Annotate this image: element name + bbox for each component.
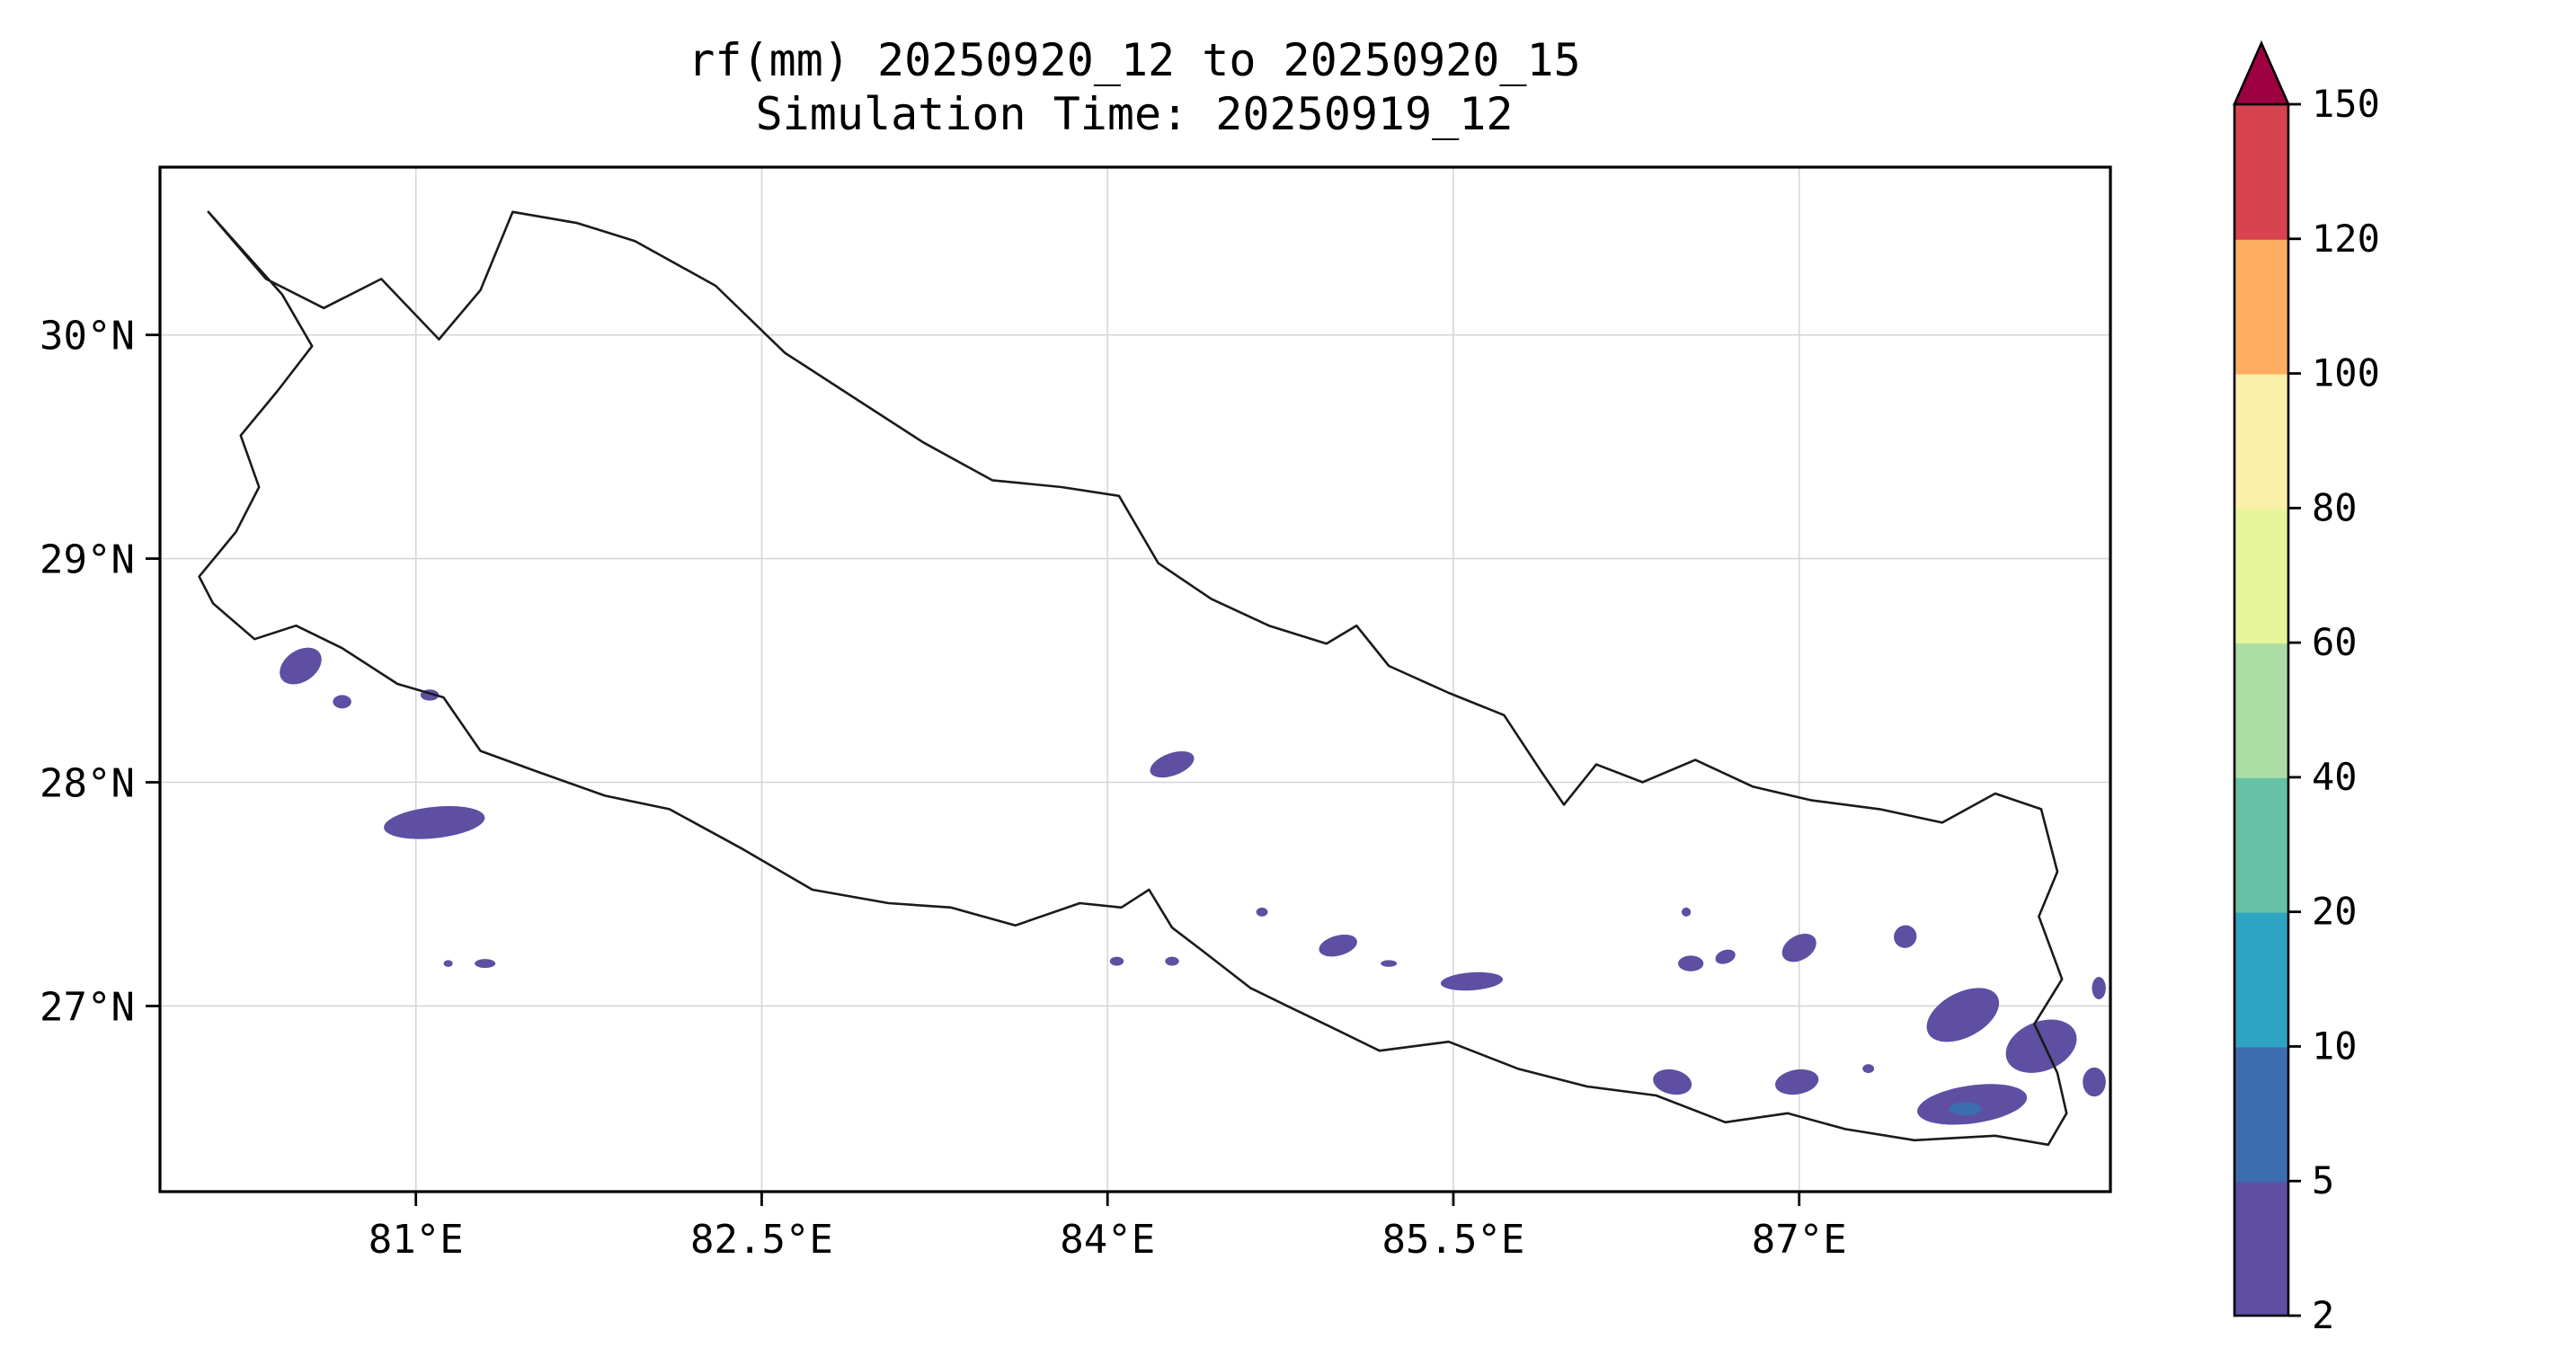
rain-patch	[384, 805, 485, 839]
x-axis-tick-label: 82.5°E	[690, 1217, 833, 1263]
colorbar-tick-label: 40	[2312, 755, 2358, 799]
rain-patch	[1926, 988, 2000, 1042]
rain-patch	[443, 960, 453, 967]
rain-patch	[1715, 949, 1736, 964]
rain-patch	[1165, 956, 1179, 966]
colorbar-tick-label: 150	[2312, 82, 2380, 126]
colorbar-segment	[2234, 508, 2288, 644]
plot-subtitle: Simulation Time: 20250919_12	[756, 88, 1514, 140]
colorbar-segment	[2234, 373, 2288, 510]
colorbar-tick-label: 100	[2312, 351, 2380, 395]
rain-patch	[2005, 1019, 2077, 1073]
rain-patch	[1862, 1064, 1875, 1074]
x-axis-tick-label: 84°E	[1060, 1217, 1155, 1263]
rain-patch	[1653, 1069, 1692, 1095]
colorbar-segment	[2234, 104, 2288, 240]
colorbar-tick-label: 2	[2312, 1293, 2334, 1337]
y-axis-tick-label: 29°N	[40, 537, 135, 583]
rain-patch	[1781, 934, 1817, 962]
y-axis-tick-label: 28°N	[40, 760, 135, 806]
grid-layer	[160, 167, 2110, 1192]
colorbar-tick-label: 120	[2312, 217, 2380, 261]
rain-patch	[1319, 934, 1357, 957]
colorbar: 2 5 10 20 40 60 80 100 120 150	[2233, 40, 2380, 1337]
rain-patch	[1678, 955, 1704, 971]
rain-patch	[1681, 907, 1692, 917]
colorbar-segment	[2234, 238, 2288, 375]
rain-patch	[280, 647, 322, 685]
colorbar-tick-label: 5	[2312, 1158, 2334, 1202]
x-axis-tick-label: 81°E	[369, 1217, 464, 1263]
colorbar-tick-label: 80	[2312, 485, 2358, 529]
rainfall-patches-layer	[280, 647, 2106, 1125]
colorbar-tick-label: 60	[2312, 620, 2358, 664]
rain-patch	[475, 959, 496, 969]
colorbar-extend-arrow	[2233, 40, 2290, 106]
colorbar-segment	[2234, 776, 2288, 913]
colorbar-segment	[2234, 1046, 2288, 1183]
rain-patch	[2083, 1067, 2106, 1097]
rain-patch	[1440, 971, 1504, 991]
rain-patch	[1109, 956, 1124, 966]
rain-patch	[1381, 960, 1398, 967]
x-axis-tick-label: 87°E	[1752, 1217, 1847, 1263]
rain-patch	[1256, 907, 1268, 917]
rain-patch	[1894, 925, 1917, 948]
country-outline-layer	[198, 210, 2068, 1147]
nepal-border-outline	[198, 210, 2068, 1147]
rain-patch	[1949, 1102, 1982, 1116]
rain-patch	[2092, 977, 2106, 999]
colorbar-segment	[2234, 911, 2288, 1048]
rain-patch	[1150, 750, 1195, 778]
colorbar-tick-label: 20	[2312, 890, 2358, 934]
rain-patch	[333, 695, 351, 709]
y-axis-tick-label: 30°N	[40, 314, 135, 359]
colorbar-tick-label: 10	[2312, 1024, 2358, 1068]
plot-frame	[158, 165, 2112, 1193]
axis-ticks-layer: 81°E 82.5°E 84°E 85.5°E 87°E 30°N 29°N 28°N 27°N	[40, 314, 1847, 1263]
colorbar-segment	[2234, 1181, 2288, 1317]
colorbar-segment	[2234, 643, 2288, 778]
plot-title: rf(mm) 20250920_12 to 20250920_15	[688, 34, 1580, 86]
rain-patch	[1775, 1069, 1819, 1095]
x-axis-tick-label: 85.5°E	[1381, 1217, 1524, 1263]
y-axis-tick-label: 27°N	[40, 984, 135, 1030]
